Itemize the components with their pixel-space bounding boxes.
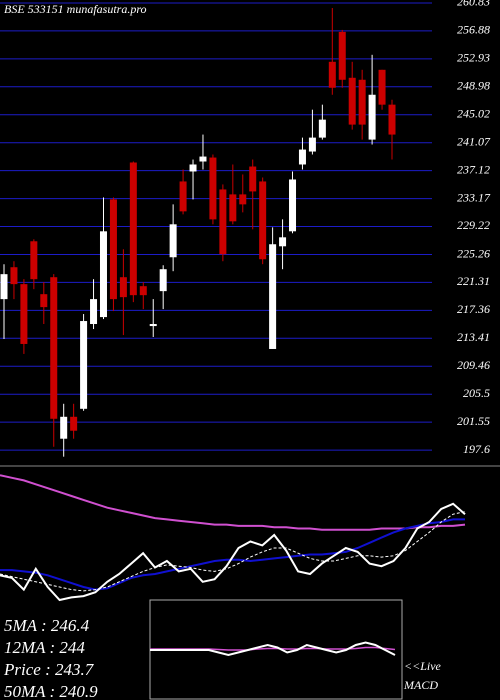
candle-body (40, 294, 48, 308)
candle-body (179, 181, 187, 212)
candle-body (129, 162, 137, 296)
y-tick-label: 205.5 (463, 386, 490, 400)
candle-body (219, 189, 227, 255)
y-tick-label: 229.22 (457, 218, 490, 232)
candle-body (70, 416, 78, 431)
candle-body (0, 274, 8, 300)
y-tick-label: 201.55 (457, 414, 490, 428)
indicator-line (0, 474, 466, 531)
y-tick-label: 256.88 (457, 23, 490, 37)
y-tick-label: 225.26 (457, 246, 490, 260)
y-tick-label: 237.12 (457, 162, 490, 176)
stat-label: Price : 243.7 (3, 660, 95, 679)
y-tick-label: 248.98 (457, 79, 490, 93)
stat-label: 12MA : 244 (4, 638, 85, 657)
indicator-panel (0, 474, 466, 602)
candle-body (139, 286, 147, 296)
indicator-line (0, 511, 466, 592)
candle-body (348, 77, 356, 125)
candle-body (10, 267, 18, 285)
candle-body (279, 237, 287, 247)
candle-body (90, 299, 98, 325)
candle-body (20, 284, 28, 344)
chart-title: BSE 533151 munafasutra.pro (4, 2, 147, 16)
candle-body (388, 104, 396, 135)
macd-panel (150, 641, 396, 657)
candle-body (378, 69, 386, 105)
candle-body (169, 224, 177, 258)
candle-body (358, 79, 366, 125)
y-tick-label: 213.41 (457, 330, 490, 344)
candle-body (119, 277, 127, 298)
indicator-line (0, 502, 466, 602)
candle-body (80, 321, 88, 409)
y-tick-label: 245.02 (457, 107, 490, 121)
stat-label: 5MA : 246.4 (4, 616, 90, 635)
y-tick-label: 209.46 (457, 358, 490, 372)
candle-body (239, 194, 247, 205)
candle-body (149, 324, 157, 327)
y-tick-label: 260.83 (457, 0, 490, 9)
candle-body (269, 244, 277, 349)
candle-body (259, 181, 267, 260)
stat-label: 50MA : 240.9 (4, 682, 98, 700)
candle-body (50, 277, 58, 419)
candle-body (368, 94, 376, 140)
candle-body (318, 119, 326, 138)
candle-body (249, 166, 257, 192)
macd-line (150, 641, 396, 657)
candle-body (308, 137, 316, 152)
candle-body (159, 269, 167, 292)
macd-label: <<Live (404, 659, 442, 673)
y-tick-label: 241.07 (457, 134, 491, 148)
y-tick-label: 197.6 (463, 442, 490, 456)
candle-body (109, 199, 117, 300)
y-tick-label: 221.31 (457, 274, 490, 288)
candle-body (30, 241, 38, 280)
candle-body (60, 416, 68, 439)
y-tick-label: 217.36 (457, 302, 490, 316)
candle-body (328, 61, 336, 88)
candle-body (298, 149, 306, 165)
candle-body (209, 157, 217, 220)
candles (0, 7, 396, 457)
candle-body (229, 194, 237, 222)
candle-body (199, 156, 207, 162)
macd-label: MACD (403, 678, 438, 692)
candle-body (189, 164, 197, 172)
y-tick-label: 233.17 (457, 190, 491, 204)
y-tick-label: 252.93 (457, 51, 490, 65)
candle-body (338, 31, 346, 80)
candle-body (99, 231, 107, 318)
indicator-line (0, 518, 465, 591)
candle-body (289, 179, 297, 232)
